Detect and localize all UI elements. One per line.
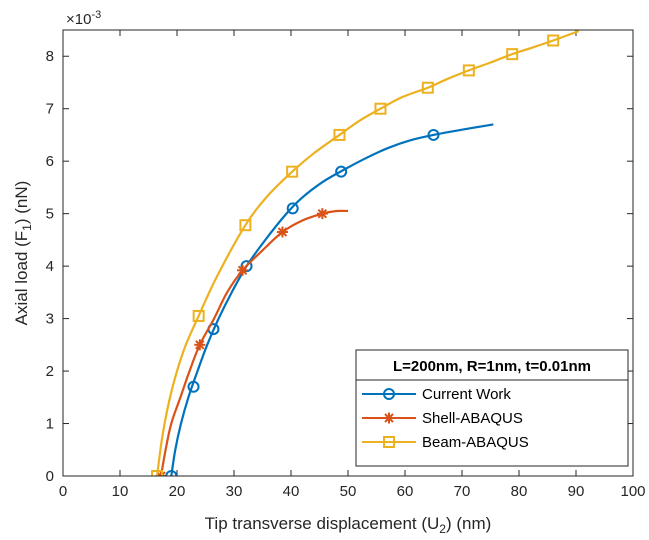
data-point-beam-abaqus — [374, 102, 387, 115]
data-point-shell-abaqus — [194, 339, 206, 351]
series-line-beam-abaqus — [155, 30, 580, 476]
legend-entry-current-work: Current Work — [422, 386, 511, 403]
x-tick-label: 60 — [397, 483, 414, 500]
axes-box — [62, 29, 634, 477]
y-tick-label: 6 — [46, 153, 54, 170]
y-tick-label: 7 — [46, 101, 54, 118]
legend-marker-beam-abaqus — [383, 436, 395, 448]
x-tick-label: 0 — [59, 483, 67, 500]
data-point-beam-abaqus — [462, 64, 475, 77]
y-tick-label: 1 — [46, 416, 54, 433]
y-tick-label: 2 — [46, 363, 54, 380]
x-tick-label: 100 — [620, 483, 645, 500]
x-tick-label: 90 — [568, 483, 585, 500]
x-tick-label: 80 — [511, 483, 528, 500]
data-point-beam-abaqus — [192, 309, 205, 322]
data-point-beam-abaqus — [547, 34, 560, 47]
data-point-shell-abaqus — [276, 226, 288, 238]
y-exponent-label: ×10-3 — [66, 9, 101, 28]
x-tick-label: 10 — [112, 483, 129, 500]
x-axis-label: Tip transverse displacement (U2) (nm) — [205, 514, 492, 536]
data-point-current-work — [165, 470, 178, 476]
series-line-current-work — [170, 123, 494, 476]
x-tick-label: 30 — [226, 483, 243, 500]
data-point-beam-abaqus — [421, 81, 434, 94]
legend-entry-beam-abaqus: Beam-ABAQUS — [422, 434, 529, 451]
x-tick-label: 20 — [169, 483, 186, 500]
data-point-current-work — [335, 165, 348, 178]
legend: L=200nm, R=1nm, t=0.01nm Current Work Sh… — [355, 349, 629, 467]
y-tick-label: 8 — [46, 48, 54, 65]
data-point-beam-abaqus — [506, 48, 519, 61]
y-axis-ticks: 0 1 2 3 4 5 6 7 8 — [46, 48, 633, 485]
data-point-current-work — [286, 202, 299, 215]
y-tick-label: 3 — [46, 311, 54, 328]
y-tick-label: 0 — [46, 468, 54, 485]
legend-marker-shell-abaqus — [383, 412, 395, 424]
y-axis-label: Axial load (F1) (nN) — [12, 181, 34, 326]
data-point-beam-abaqus — [151, 470, 164, 476]
y-tick-label: 4 — [46, 258, 54, 275]
data-point-current-work — [427, 128, 440, 141]
x-tick-label: 70 — [454, 483, 471, 500]
data-point-shell-abaqus — [237, 264, 249, 276]
data-point-beam-abaqus — [239, 219, 252, 232]
legend-title: L=200nm, R=1nm, t=0.01nm — [393, 358, 591, 375]
x-tick-label: 40 — [283, 483, 300, 500]
y-tick-label: 5 — [46, 206, 54, 223]
series-group — [151, 30, 580, 476]
data-point-current-work — [187, 380, 200, 393]
data-point-beam-abaqus — [286, 165, 299, 178]
series-line-shell-abaqus — [159, 209, 349, 476]
x-axis-ticks: 0 10 20 30 40 50 60 70 80 90 100 — [59, 30, 646, 500]
x-tick-label: 50 — [340, 483, 357, 500]
legend-title-box — [355, 349, 629, 381]
legend-marker-current-work — [383, 388, 395, 400]
data-point-beam-abaqus — [333, 128, 346, 141]
data-point-shell-abaqus — [316, 208, 328, 220]
legend-entry-shell-abaqus: Shell-ABAQUS — [422, 410, 523, 427]
